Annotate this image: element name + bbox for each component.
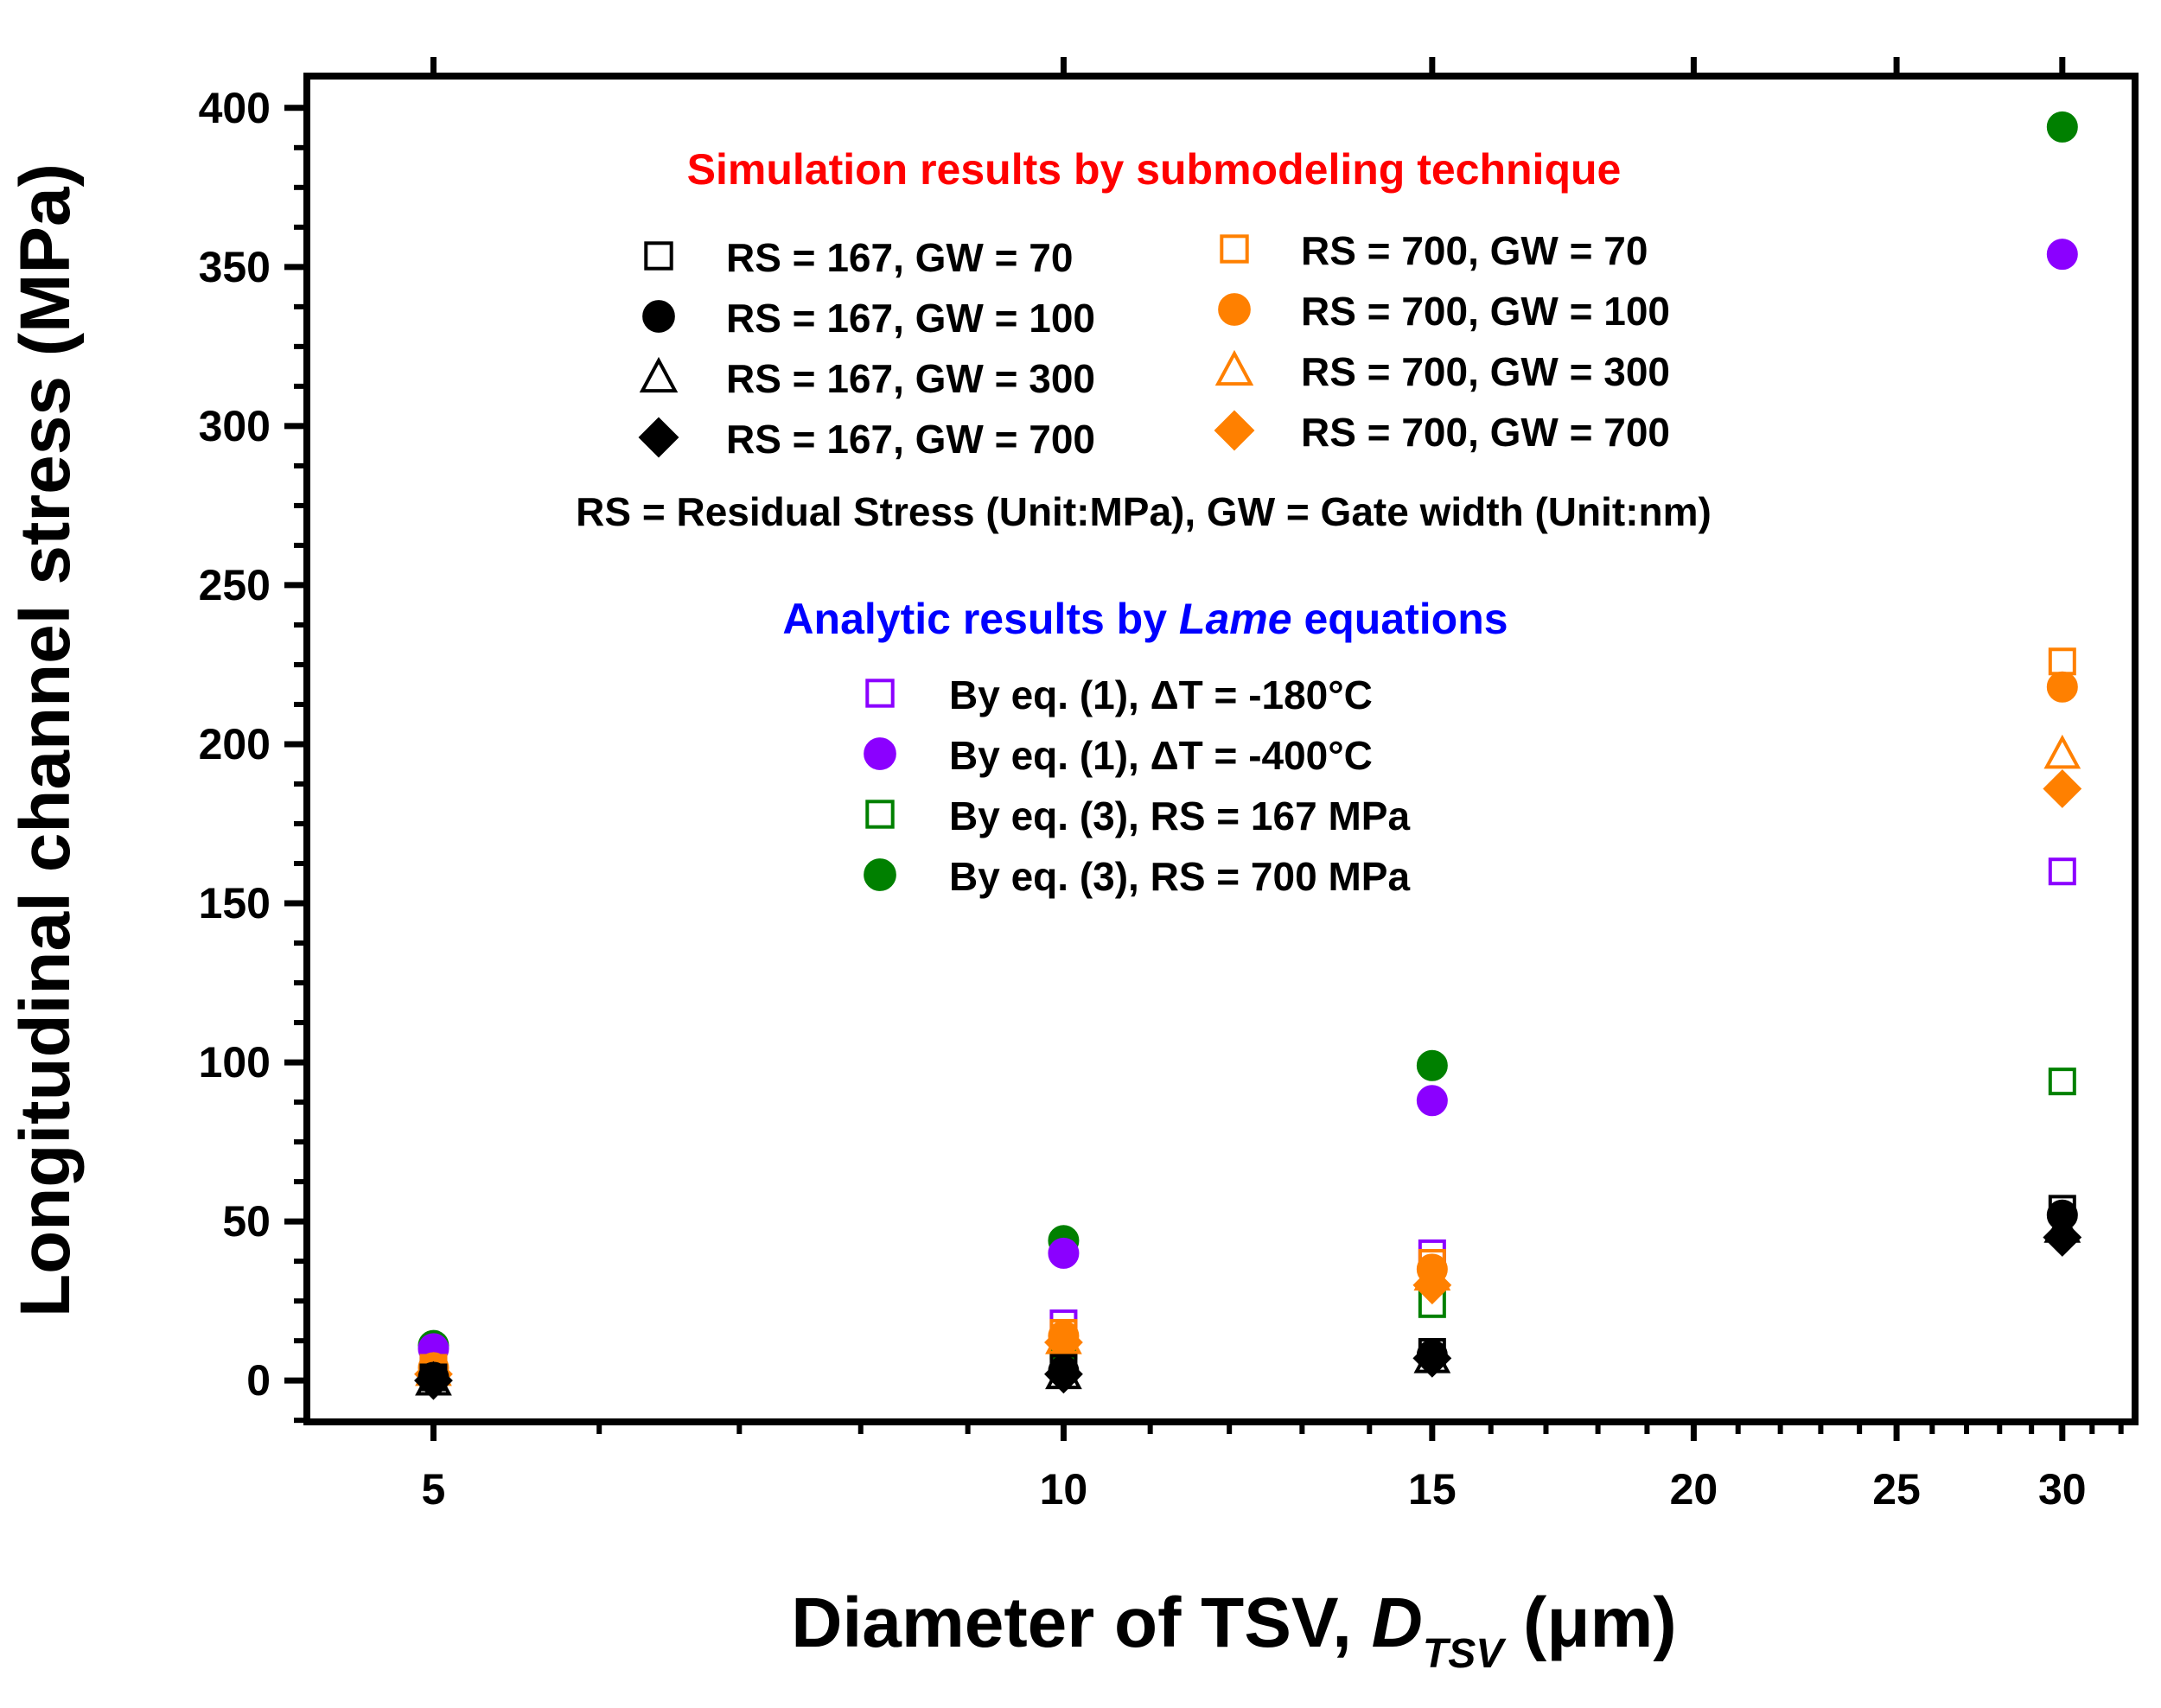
legend-marker-s2	[639, 356, 679, 393]
data-point-s11-3	[2046, 111, 2078, 143]
legend-marker-s9	[864, 737, 896, 770]
legend-label-s4: RS = 700, GW = 70	[1301, 228, 1648, 273]
data-point-s0-3	[2048, 1195, 2076, 1223]
x-tick-label: 25	[1872, 1465, 1921, 1514]
legend-title-analytic-part: Analytic results by	[782, 595, 1179, 643]
legend-label-s6: RS = 700, GW = 300	[1301, 349, 1670, 394]
data-point-s9-3	[2046, 239, 2078, 271]
legend-marker-s3	[638, 417, 679, 458]
plot-frame	[303, 73, 2139, 1425]
data-point-s11-2	[1416, 1049, 1448, 1081]
data-point-s0-0	[419, 1363, 448, 1392]
data-point-s1-0	[418, 1361, 449, 1393]
legend-label-s7: RS = 700, GW = 700	[1301, 410, 1670, 455]
y-tick-label: 300	[199, 402, 271, 450]
legend-label-s2: RS = 167, GW = 300	[726, 356, 1095, 401]
data-point-s4-1	[1049, 1318, 1078, 1347]
data-point-s6-3	[2043, 734, 2081, 769]
y-tick-label: 150	[199, 879, 271, 927]
legend-title-analytic: Analytic results by Lame equations	[782, 595, 1508, 643]
y-tick-label: 200	[199, 720, 271, 768]
y-tick-label: 0	[246, 1356, 271, 1405]
legend-label-s3: RS = 167, GW = 700	[726, 417, 1095, 462]
data-point-s1-3	[2046, 1199, 2078, 1231]
data-point-s10-3	[2048, 1068, 2076, 1096]
data-point-s8-3	[2048, 857, 2076, 886]
data-point-s9-2	[1416, 1085, 1448, 1117]
y-tick-label: 100	[199, 1038, 271, 1087]
data-point-s9-1	[1048, 1237, 1080, 1269]
legend-marker-s7	[1214, 410, 1255, 451]
legend-marker-s10	[865, 800, 895, 829]
data-point-s5-3	[2046, 671, 2078, 703]
data-point-s5-2	[1416, 1253, 1448, 1285]
legend-label-s8: By eq. (1), ΔT = -180°C	[949, 672, 1373, 717]
legend-title-analytic-part: equations	[1292, 595, 1508, 643]
legend-label-s11: By eq. (3), RS = 700 MPa	[949, 854, 1410, 899]
x-tick-label: 20	[1670, 1465, 1718, 1514]
legend-marker-s8	[865, 679, 895, 708]
data-point-s0-1	[1049, 1354, 1078, 1382]
legend-footnote: RS = Residual Stress (Unit:MPa), GW = Ga…	[576, 489, 1712, 534]
legend-marker-s5	[1218, 293, 1251, 326]
x-axis-title-main: Diameter of TSV,	[791, 1584, 1371, 1662]
x-tick-label: 30	[2038, 1465, 2087, 1514]
legend-marker-s1	[642, 300, 675, 333]
x-tick-label: 15	[1408, 1465, 1457, 1514]
y-tick-label: 400	[199, 84, 271, 132]
legend-label-s1: RS = 167, GW = 100	[726, 296, 1095, 341]
x-tick-label: 10	[1040, 1465, 1088, 1514]
legend-title-simulation: Simulation results by submodeling techni…	[687, 145, 1622, 194]
data-point-s4-2	[1418, 1248, 1446, 1277]
y-tick-label: 50	[222, 1197, 271, 1246]
legend-label-s9: By eq. (1), ΔT = -400°C	[949, 733, 1373, 778]
legend-marker-s11	[864, 858, 896, 891]
legend-marker-s0	[644, 241, 673, 271]
y-axis-title: Longitudinal channel stress (MPa)	[6, 163, 85, 1317]
legend-title-analytic-part: Lame	[1179, 595, 1292, 643]
x-tick-label: 5	[422, 1465, 446, 1514]
legend-marker-s6	[1214, 349, 1254, 386]
x-axis-title-var: D	[1372, 1584, 1423, 1662]
y-tick-label: 350	[199, 243, 271, 291]
legend-label-s0: RS = 167, GW = 70	[726, 235, 1073, 280]
x-axis-title-sub: TSV	[1423, 1631, 1507, 1677]
data-point-s0-2	[1418, 1338, 1446, 1367]
data-point-s4-3	[2048, 647, 2076, 676]
data-point-s7-3	[2043, 769, 2082, 808]
x-axis-title: Diameter of TSV, DTSV (μm)	[791, 1584, 1676, 1677]
x-axis-title-unit: (μm)	[1503, 1584, 1676, 1662]
legend-label-s5: RS = 700, GW = 100	[1301, 289, 1670, 334]
legend-marker-s4	[1220, 234, 1249, 264]
legend-label-s10: By eq. (3), RS = 167 MPa	[949, 793, 1410, 838]
y-tick-label: 250	[199, 561, 271, 609]
